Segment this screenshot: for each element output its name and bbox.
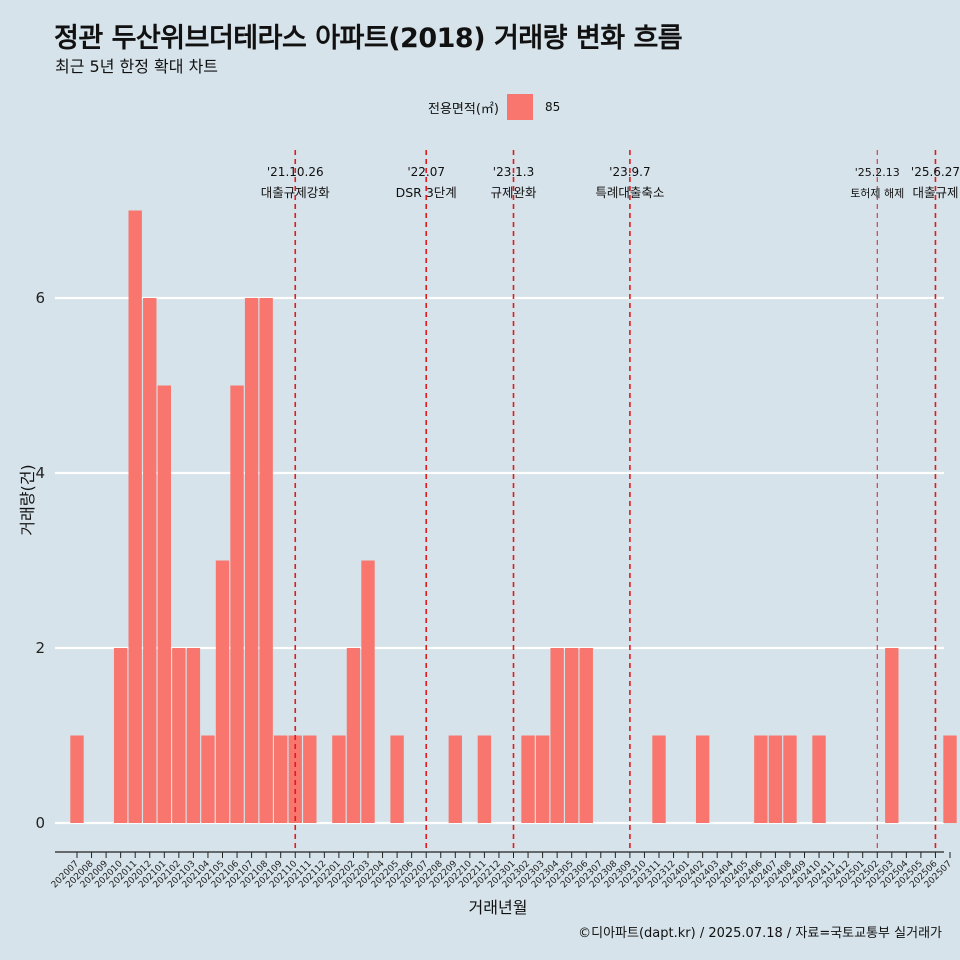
legend-title: 전용면적(㎡) xyxy=(428,101,499,117)
bar xyxy=(550,648,564,823)
bar xyxy=(186,648,201,823)
bar xyxy=(943,735,957,823)
bar xyxy=(346,648,361,823)
bar xyxy=(113,648,128,823)
y-tick-label: 6 xyxy=(35,289,45,307)
bar xyxy=(448,735,462,823)
chart-subtitle: 최근 5년 한정 확대 차트 xyxy=(55,57,219,76)
event-name-label: 대출규제강화 xyxy=(261,185,331,200)
bar xyxy=(332,735,346,823)
event-name-label: 토허제 해제 xyxy=(850,186,904,200)
bar xyxy=(535,735,550,823)
bar xyxy=(521,735,535,823)
bar xyxy=(565,648,579,823)
chart-title: 정관 두산위브더테라스 아파트(2018) 거래량 변화 흐름 xyxy=(54,23,683,54)
bar xyxy=(768,735,783,823)
event-name-label: 규제완화 xyxy=(490,185,537,200)
bar xyxy=(274,735,288,823)
bar xyxy=(201,735,215,823)
event-name-label: DSR 3단계 xyxy=(396,185,457,200)
event-date-label: '21.10.26 xyxy=(267,165,324,179)
bar xyxy=(579,648,593,823)
bar xyxy=(754,735,768,823)
event-name-label: 대출규제 xyxy=(912,185,958,200)
legend-swatch xyxy=(506,94,533,120)
bar xyxy=(259,298,273,823)
event-name-label: 특례대출축소 xyxy=(595,185,664,200)
bar xyxy=(288,735,302,823)
y-tick-label: 4 xyxy=(35,464,45,482)
y-tick-label: 0 xyxy=(35,814,45,832)
bar xyxy=(390,735,404,823)
event-date-label: '23.9.7 xyxy=(609,165,650,179)
x-axis-title: 거래년월 xyxy=(469,898,528,917)
bar xyxy=(172,648,186,823)
bar xyxy=(230,385,244,823)
bar xyxy=(783,735,797,823)
bar xyxy=(70,735,84,823)
event-date-label: '23.1.3 xyxy=(493,165,534,179)
bar xyxy=(477,735,492,823)
y-axis-title: 거래량(건) xyxy=(18,464,37,535)
bar xyxy=(812,735,826,823)
bar xyxy=(215,560,230,823)
bar xyxy=(128,210,142,823)
bar xyxy=(143,298,157,823)
bar xyxy=(885,648,899,823)
bar xyxy=(157,385,171,823)
bar xyxy=(361,560,375,823)
bar xyxy=(652,735,666,823)
bar xyxy=(244,298,259,823)
source-caption: ©디아파트(dapt.kr) / 2025.07.18 / 자료=국토교통부 실… xyxy=(578,926,942,941)
legend: 전용면적(㎡) 85 xyxy=(428,94,560,120)
bar xyxy=(303,735,317,823)
legend-item-label: 85 xyxy=(544,100,561,114)
event-date-label: '22.07 xyxy=(407,165,445,179)
event-date-label: '25.2.13 xyxy=(855,166,900,179)
y-tick-label: 2 xyxy=(35,639,45,657)
bar xyxy=(695,735,710,823)
event-date-label: '25.6.27 xyxy=(911,165,960,179)
